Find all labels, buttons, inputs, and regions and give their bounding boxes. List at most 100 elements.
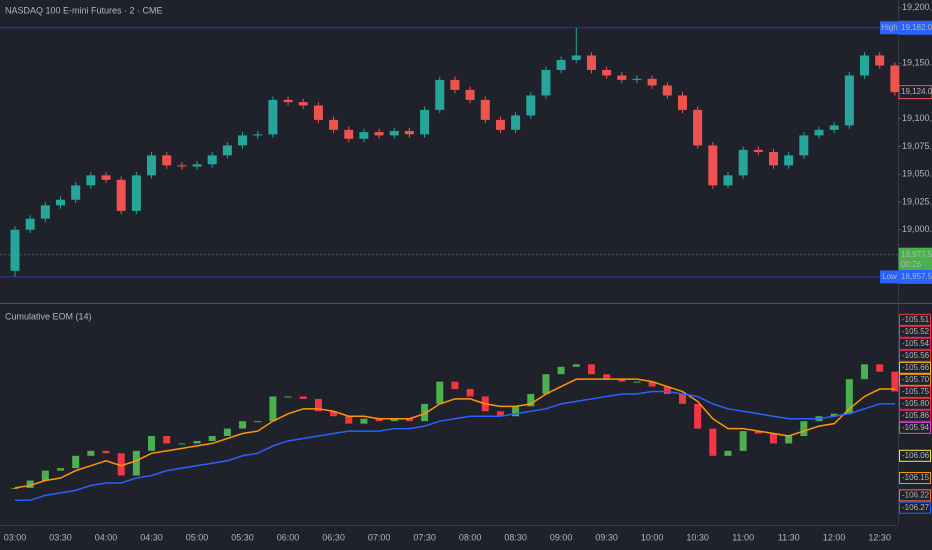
candle-body xyxy=(602,69,612,76)
y-tick-label: -105.66 xyxy=(902,363,930,372)
y-tick-box xyxy=(899,501,931,514)
price-marker-box xyxy=(898,247,932,273)
chart-title: NASDAQ 100 E-mini Futures · 2 · CME xyxy=(5,5,163,15)
y-tick-box xyxy=(899,397,931,410)
candle-body xyxy=(298,102,308,106)
candle-body xyxy=(86,175,96,186)
indicator-line xyxy=(14,378,895,489)
candle-body xyxy=(632,78,642,80)
price-marker-label: 18,957.50 xyxy=(901,272,932,281)
indicator-bar xyxy=(178,443,186,445)
indicator-bar xyxy=(208,436,216,441)
indicator-bar xyxy=(785,436,793,444)
indicator-bar xyxy=(678,393,686,404)
indicator-bar xyxy=(512,406,520,417)
candle-body xyxy=(890,65,900,93)
y-tick-box xyxy=(899,325,931,338)
indicator-bar xyxy=(223,428,231,437)
y-tick-box xyxy=(899,409,931,422)
y-tick-label: 19,025.00 xyxy=(902,196,932,206)
x-tick-label: 07:30 xyxy=(413,532,436,542)
indicator-bar xyxy=(254,421,262,423)
price-marker-label: 19,124.00 xyxy=(901,87,932,96)
x-tick-label: 08:00 xyxy=(459,532,482,542)
candle-body xyxy=(207,155,217,165)
indicator-bar xyxy=(754,431,762,434)
indicator-bar xyxy=(618,379,626,382)
x-tick-label: 12:00 xyxy=(823,532,846,542)
indicator-bar xyxy=(390,418,398,422)
y-tick-label: -105.94 xyxy=(902,423,930,432)
y-tick-label: 19,000.00 xyxy=(902,224,932,234)
indicator-bar xyxy=(861,364,869,380)
candle-body xyxy=(147,155,157,176)
indicator-bar xyxy=(41,470,49,481)
indicator-bar xyxy=(557,366,565,375)
indicator-bar xyxy=(239,421,247,429)
candle-body xyxy=(495,119,505,130)
indicator-bar xyxy=(117,453,125,476)
indicator-line xyxy=(15,390,895,502)
indicator-bar xyxy=(830,413,838,417)
y-tick-label: -105.51 xyxy=(902,315,930,324)
candle-body xyxy=(708,145,718,186)
candle-body xyxy=(738,149,748,176)
indicator-bar xyxy=(724,450,732,456)
y-tick-label: 19,150.00 xyxy=(902,58,932,68)
indicator-bar xyxy=(26,480,34,488)
candle-body xyxy=(389,130,399,136)
candle-body xyxy=(875,55,885,66)
candle-body xyxy=(344,129,354,139)
candle-body xyxy=(40,205,50,219)
price-marker-label: 18,977.50 xyxy=(901,250,932,259)
candle-body xyxy=(511,115,521,130)
price-marker-box xyxy=(898,85,932,100)
candle-body xyxy=(693,109,703,146)
candle-body xyxy=(101,175,111,180)
y-tick-box xyxy=(899,337,931,350)
y-tick-label: -106.22 xyxy=(902,490,930,499)
candle-body xyxy=(56,199,66,206)
candle-body xyxy=(784,155,794,166)
indicator-bar xyxy=(466,389,474,397)
candle-body xyxy=(662,85,672,96)
x-tick-label: 07:00 xyxy=(368,532,391,542)
candle-body xyxy=(723,175,733,186)
indicator-bar xyxy=(269,396,277,422)
candle-body xyxy=(420,109,430,135)
x-tick-label: 04:30 xyxy=(140,532,163,542)
y-tick-label: -106.15 xyxy=(902,473,930,482)
indicator-bar xyxy=(694,403,702,429)
candle-body xyxy=(753,149,763,153)
candle-body xyxy=(435,79,445,110)
indicator-bar xyxy=(770,433,777,444)
indicator-bar xyxy=(709,428,717,456)
candle-body xyxy=(829,125,839,130)
candle-body xyxy=(177,165,187,167)
x-tick-label: 05:30 xyxy=(231,532,254,542)
indicator-bar xyxy=(284,396,292,398)
y-tick-box xyxy=(899,385,931,398)
indicator-bar xyxy=(72,455,80,469)
price-countdown: 00:26 xyxy=(901,260,922,269)
indicator-bar xyxy=(663,386,671,394)
indicator-bar xyxy=(800,421,808,437)
indicator-bar xyxy=(163,436,171,444)
candle-body xyxy=(374,132,384,136)
x-tick-label: 09:30 xyxy=(595,532,618,542)
candle-body xyxy=(359,132,369,139)
candle-body xyxy=(313,105,323,120)
indicator-bar xyxy=(360,418,368,424)
indicator-bar xyxy=(132,450,140,476)
candle-body xyxy=(450,79,460,90)
candle-body xyxy=(465,89,475,100)
candle-body xyxy=(556,59,566,70)
y-tick-box xyxy=(899,489,931,502)
candle-body xyxy=(404,130,414,135)
y-tick-label: -105.54 xyxy=(902,339,930,348)
indicator-bar xyxy=(648,381,656,387)
candle-body xyxy=(222,145,232,156)
indicator-bar xyxy=(193,440,201,444)
indicator-bar xyxy=(11,487,19,489)
